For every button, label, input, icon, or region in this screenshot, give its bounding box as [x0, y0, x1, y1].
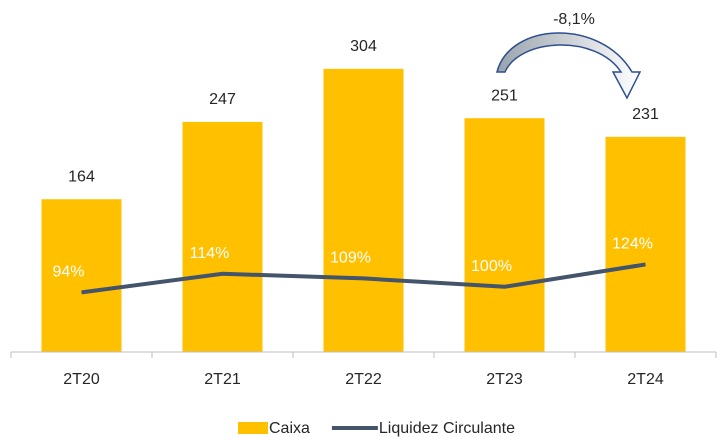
x-tick-label: 2T24	[627, 371, 664, 388]
line	[81, 262, 646, 295]
legend-label: Caixa	[269, 420, 310, 437]
bar-value-label: 231	[632, 106, 659, 123]
bar-value-label: 304	[350, 38, 377, 55]
legend-swatch	[238, 422, 268, 434]
line-value-label: 100%	[471, 258, 512, 275]
change-annotation: -8,1%	[553, 11, 595, 28]
line-value-label: 94%	[52, 264, 84, 281]
legend-label: Liquidez Circulante	[379, 420, 515, 437]
x-tick-label: 2T20	[63, 371, 100, 388]
change-arrow	[496, 32, 642, 100]
bar	[323, 68, 404, 353]
bar-value-label: 251	[491, 87, 518, 104]
bar	[41, 199, 122, 352]
line-value-label: 109%	[330, 250, 371, 267]
bar	[605, 136, 686, 352]
bar	[464, 118, 545, 352]
line-value-label: 114%	[190, 245, 230, 262]
x-tick-label: 2T22	[345, 371, 382, 388]
x-tick-label: 2T21	[204, 371, 241, 388]
bar	[182, 121, 263, 353]
bar-value-label: 247	[209, 91, 236, 108]
x-tick-label: 2T23	[486, 371, 523, 388]
bar-value-label: 164	[68, 168, 95, 185]
line-value-label: 124%	[612, 236, 653, 253]
